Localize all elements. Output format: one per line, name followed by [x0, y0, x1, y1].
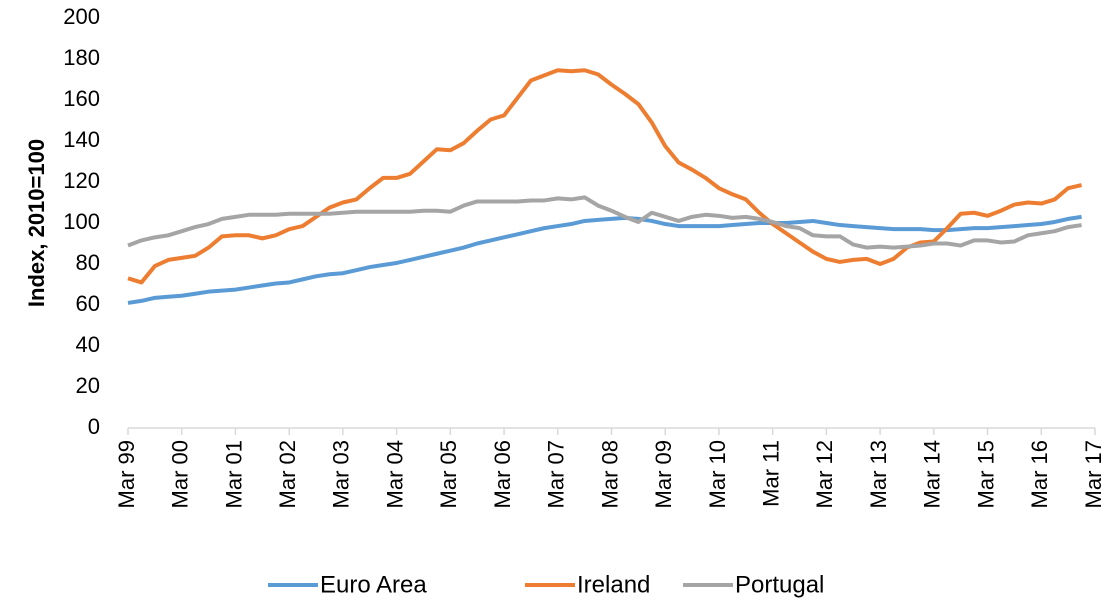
x-tick-label: Mar 04: [382, 440, 407, 508]
x-tick-label: Mar 16: [1027, 440, 1052, 508]
y-tick-label: 180: [63, 45, 100, 70]
x-tick-label: Mar 00: [168, 440, 193, 508]
x-tick-label: Mar 08: [597, 440, 622, 508]
x-tick-label: Mar 05: [436, 440, 461, 508]
y-tick-label: 160: [63, 86, 100, 111]
legend-label: Euro Area: [320, 571, 427, 598]
series-line: [127, 214, 1082, 305]
y-axis-label: Index, 2010=100: [24, 139, 49, 307]
x-tick-label: Mar 14: [920, 440, 945, 508]
series-line: [127, 195, 1082, 250]
y-tick-label: 40: [76, 332, 100, 357]
y-tick-label: 120: [63, 168, 100, 193]
x-tick-label: Mar 09: [651, 440, 676, 508]
y-tick-label: 100: [63, 209, 100, 234]
x-tick-label: Mar 10: [705, 440, 730, 508]
x-tick-label: Mar 99: [114, 440, 139, 508]
legend-label: Portugal: [735, 571, 824, 598]
x-tick-label: Mar 07: [544, 440, 569, 508]
y-tick-label: 80: [76, 250, 100, 275]
x-tick-label: Mar 06: [490, 440, 515, 508]
y-tick-label: 20: [76, 373, 100, 398]
y-tick-label: 60: [76, 291, 100, 316]
x-tick-label: Mar 11: [758, 440, 783, 507]
x-tick-label: Mar 03: [329, 440, 354, 508]
y-tick-label: 0: [88, 414, 100, 439]
x-tick-label: Mar 12: [812, 440, 837, 508]
y-tick-label: 140: [63, 127, 100, 152]
x-tick-label: Mar 17: [1081, 440, 1106, 508]
series-line: [127, 68, 1083, 285]
y-tick-label: 200: [63, 4, 100, 29]
x-tick-label: Mar 02: [275, 440, 300, 508]
x-tick-label: Mar 13: [866, 440, 891, 508]
x-tick-label: Mar 15: [973, 440, 998, 508]
x-tick-label: Mar 01: [221, 440, 246, 508]
legend-label: Ireland: [577, 571, 650, 598]
